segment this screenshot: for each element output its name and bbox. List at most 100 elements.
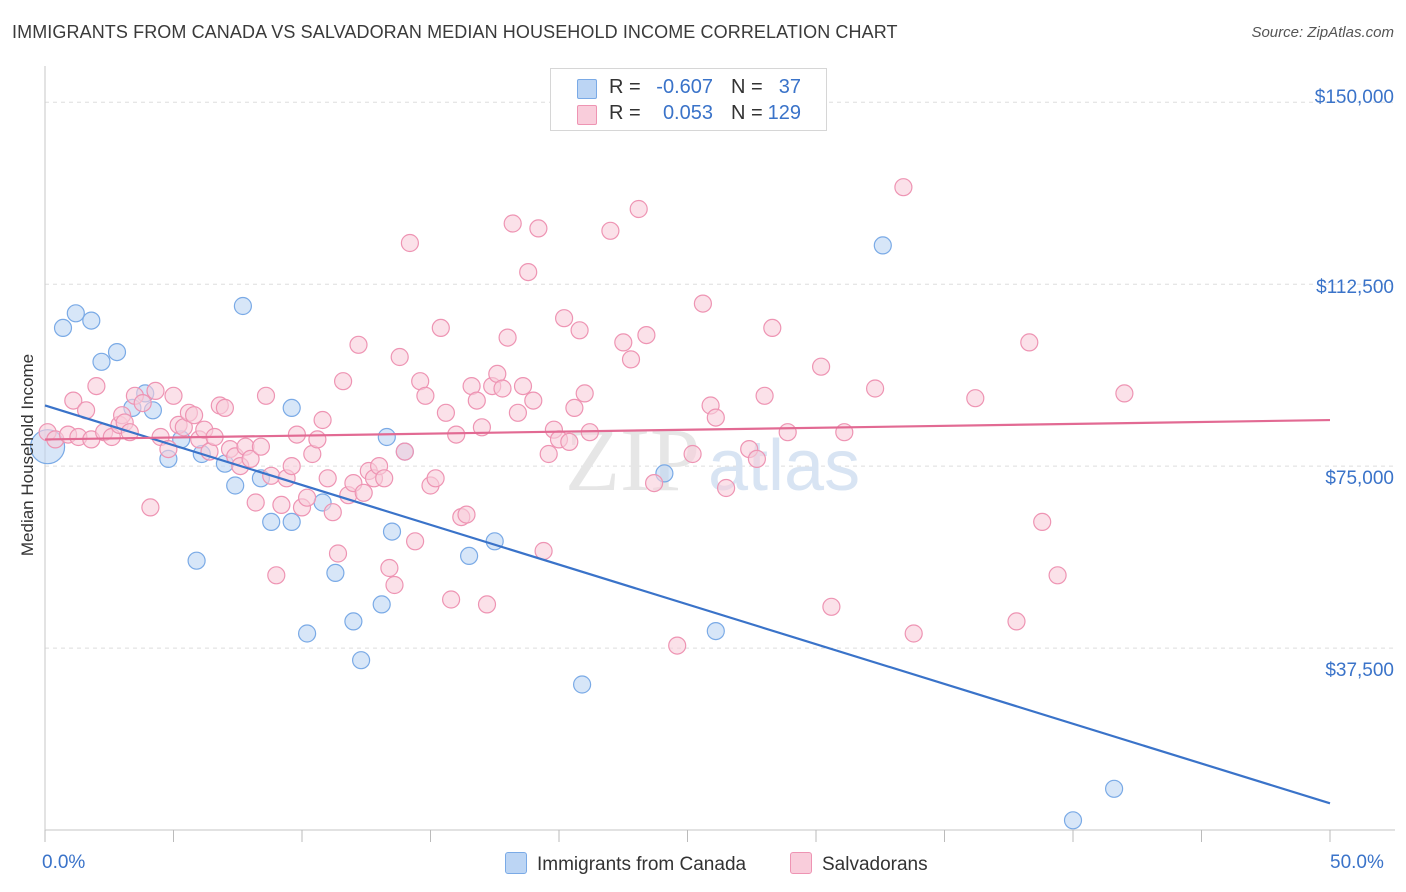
- canada-point: [382, 522, 402, 541]
- salvadoran-point: [524, 391, 543, 410]
- salvadoran-point: [1007, 612, 1026, 631]
- salvadoran-point: [328, 544, 348, 563]
- salvadoran-point: [1020, 333, 1039, 352]
- salvadoran-point: [493, 379, 512, 398]
- salvadoran-point: [601, 221, 620, 240]
- salvadoran-point: [519, 263, 538, 282]
- salvadoran-point: [668, 636, 687, 655]
- canada-point: [372, 595, 391, 614]
- canada-point: [873, 236, 892, 255]
- y-tick-label: $37,500: [1325, 660, 1394, 681]
- salvadoran-point: [349, 335, 368, 354]
- salvadoran-point: [185, 406, 204, 425]
- salvadoran-point: [467, 391, 486, 410]
- salvadoran-point: [763, 318, 782, 337]
- canada-point: [298, 624, 317, 643]
- salvadoran-point: [64, 391, 83, 410]
- correlation-legend: R = -0.607 N = 37 R = 0.053 N = 129: [550, 68, 827, 131]
- salvadoran-point: [778, 423, 797, 442]
- salvadoran-point: [146, 381, 165, 400]
- salvadoran-point: [1033, 512, 1052, 532]
- legend-r-label: R =: [609, 102, 641, 124]
- series-legend-salvadorans: Salvadorans: [790, 852, 928, 876]
- canada-point: [233, 296, 252, 316]
- canada-point: [187, 551, 206, 570]
- salvadoran-point: [133, 394, 152, 413]
- salvadoran-point: [1115, 384, 1134, 403]
- salvadoran-point: [442, 590, 461, 609]
- canada-point: [66, 304, 85, 323]
- canada-point: [262, 512, 281, 532]
- salvadoran-point: [334, 372, 353, 391]
- salvadoran-point: [706, 408, 725, 427]
- salvadoran-point: [282, 457, 301, 476]
- x-tick-label: 50.0%: [1330, 852, 1384, 873]
- canada-point: [326, 563, 345, 583]
- salvadoran-point: [318, 469, 337, 488]
- series-name-salvadorans: Salvadorans: [822, 854, 928, 875]
- salvadoran-point: [811, 357, 831, 376]
- canada-point: [377, 427, 396, 447]
- salvadoran-point: [457, 505, 476, 524]
- salvadoran-point: [865, 379, 885, 398]
- canada-point: [82, 311, 101, 330]
- salvadoran-point: [431, 318, 450, 337]
- salvadoran-point: [503, 214, 522, 233]
- legend-r-value: 0.053: [662, 102, 713, 124]
- chart-title: IMMIGRANTS FROM CANADA VS SALVADORAN MED…: [12, 22, 898, 42]
- salvadoran-point: [141, 498, 160, 517]
- canada-point: [226, 476, 245, 495]
- salvadoran-point: [629, 199, 648, 219]
- salvadoran-point: [447, 425, 466, 444]
- salvadoran-point: [354, 483, 373, 502]
- canada-point: [53, 318, 73, 337]
- canada-point: [706, 621, 725, 641]
- salvadoran-point: [472, 418, 491, 437]
- salvadoran-point: [298, 488, 317, 507]
- salvadoran-trend-line: [44, 418, 1331, 441]
- salvadoran-point: [621, 350, 641, 369]
- y-tick-label: $112,500: [1316, 277, 1394, 298]
- salvadoran-point: [426, 469, 445, 488]
- x-tick-label: 0.0%: [42, 852, 86, 873]
- y-tick-label: $75,000: [1325, 468, 1394, 489]
- salvadoran-point: [241, 449, 260, 468]
- salvadoran-point: [385, 575, 404, 595]
- canada-point: [92, 352, 111, 371]
- y-tick-label: $150,000: [1314, 87, 1394, 108]
- salvadoran-point: [256, 386, 276, 405]
- salvadoran-point: [390, 347, 409, 367]
- salvadoran-point: [1048, 566, 1067, 585]
- salvadoran-point: [498, 328, 517, 347]
- series-legend-canada: Immigrants from Canada: [505, 852, 746, 876]
- salvadoran-point: [755, 386, 774, 405]
- canada-point: [352, 651, 371, 670]
- salvadoran-point: [436, 403, 455, 422]
- salvadoran-point: [614, 333, 633, 352]
- salvadoran-point: [313, 410, 332, 430]
- canada-point: [1063, 811, 1083, 830]
- salvadoran-point: [822, 597, 841, 616]
- legend-row-salvadorans: R = 0.053 N = 129: [551, 101, 826, 127]
- legend-n-value: 37: [778, 76, 801, 98]
- salvadoran-point: [395, 442, 414, 461]
- series-swatch-canada: [505, 852, 527, 874]
- legend-n-label: N =: [731, 102, 763, 124]
- canada-point: [107, 343, 127, 362]
- grid-lines: [45, 101, 1395, 649]
- salvadoran-point: [246, 493, 265, 512]
- salvadoran-point: [308, 430, 327, 449]
- salvadoran-point: [416, 386, 435, 405]
- salvadoran-point: [683, 444, 702, 464]
- salvadoran-point: [529, 219, 548, 238]
- salvadoran-point: [87, 377, 106, 396]
- legend-r-label: R =: [609, 76, 641, 98]
- salvadoran-point: [560, 432, 579, 451]
- salvadoran-point: [251, 437, 270, 456]
- series-swatch-salvadorans: [790, 852, 812, 874]
- salvadoran-point: [747, 449, 767, 468]
- legend-swatch-canada: [577, 79, 597, 99]
- legend-n-label: N =: [731, 76, 763, 98]
- legend-swatch-salvadorans: [577, 105, 597, 125]
- salvadoran-point: [400, 233, 419, 253]
